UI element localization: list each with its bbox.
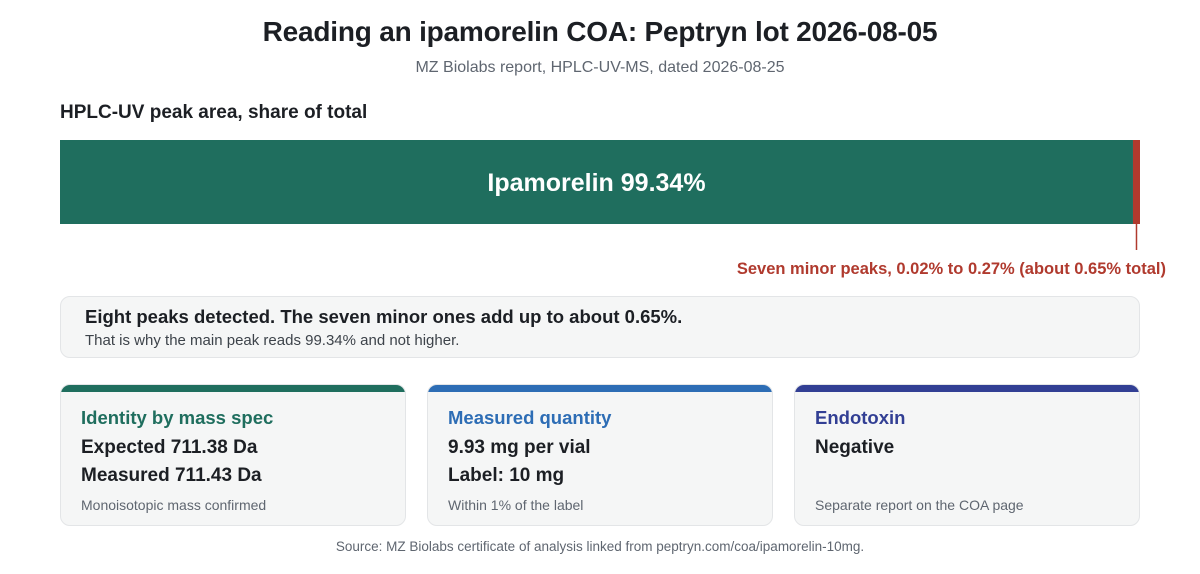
peak-area-bar-chart: Ipamorelin 99.34% Seven minor peaks, 0.02… (60, 140, 1166, 278)
identity-card-stripe (61, 385, 405, 392)
endotoxin-result: Negative (815, 437, 895, 458)
quantity-card-stripe (428, 385, 772, 392)
identity-card-note: Monoisotopic mass confirmed (81, 497, 267, 513)
peaks-note: Eight peaks detected. The seven minor on… (60, 296, 1140, 358)
peaks-note-sub: That is why the main peak reads 99.34% a… (85, 332, 460, 349)
quantity-label: Label: 10 mg (448, 465, 565, 486)
page-subtitle: MZ Biolabs report, HPLC-UV-MS, dated 202… (415, 59, 785, 76)
endotoxin-card-title: Endotoxin (815, 407, 906, 428)
peaks-note-main: Eight peaks detected. The seven minor on… (85, 306, 683, 327)
identity-card-title: Identity by mass spec (81, 407, 274, 428)
chart-title: HPLC-UV peak area, share of total (60, 102, 368, 123)
endotoxin-card-note: Separate report on the COA page (815, 497, 1024, 513)
minor-peaks-bar (1132, 140, 1140, 224)
endotoxin-card-stripe (795, 385, 1139, 392)
source-note: Source: MZ Biolabs certificate of analys… (335, 539, 865, 554)
quantity-measured: 9.93 mg per vial (448, 437, 591, 458)
page-title: Reading an ipamorelin COA: Peptryn lot 2… (262, 16, 938, 47)
quantity-card-note: Within 1% of the label (448, 497, 584, 513)
endotoxin-card: Endotoxin Negative Separate report on th… (794, 384, 1140, 526)
main-peak-bar (60, 140, 1133, 224)
main-peak-label: Ipamorelin 99.34% (487, 169, 705, 197)
quantity-card-title: Measured quantity (448, 407, 612, 428)
identity-card: Identity by mass spec Expected 711.38 Da… (60, 384, 406, 526)
identity-measured: Measured 711.43 Da (81, 465, 262, 486)
identity-expected: Expected 711.38 Da (81, 437, 258, 458)
quantity-card: Measured quantity 9.93 mg per vial Label… (427, 384, 773, 526)
minor-peaks-label: Seven minor peaks, 0.02% to 0.27% (about… (737, 260, 1166, 278)
